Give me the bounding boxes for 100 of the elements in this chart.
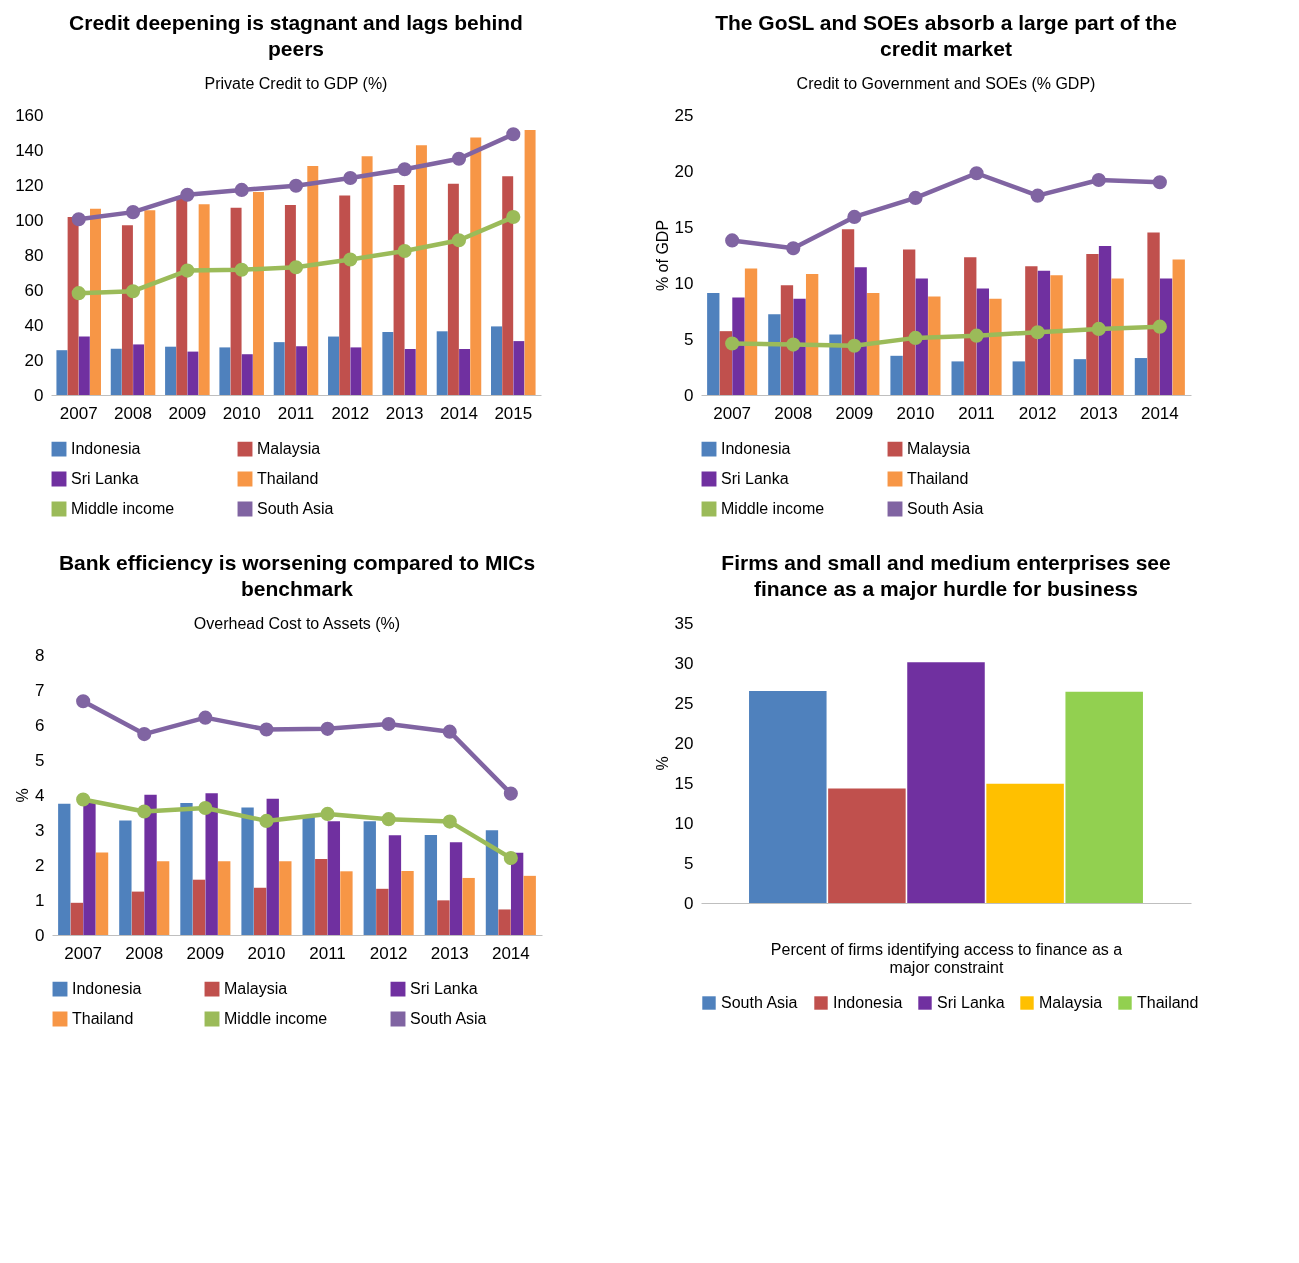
legend-label: Indonesia	[71, 440, 141, 458]
y-axis-title: % of GDP	[653, 219, 671, 292]
bar	[1050, 275, 1063, 395]
point	[506, 127, 521, 142]
bar	[1172, 259, 1185, 395]
bar	[218, 861, 231, 935]
bar	[470, 137, 482, 395]
x-tick-label: 2007	[59, 403, 98, 423]
bar	[95, 852, 109, 935]
legend-label: Middle income	[721, 500, 825, 517]
legend-label: Thailand	[257, 470, 319, 487]
point	[137, 727, 152, 742]
x-tick-label: 2011	[277, 403, 315, 423]
bar	[144, 210, 156, 395]
bar	[70, 902, 84, 935]
bar	[1098, 246, 1112, 395]
chart-subtitle: Overhead Cost to Assets (%)	[193, 615, 401, 632]
y-tick-label: 5	[35, 750, 45, 770]
bar	[744, 268, 758, 395]
y-tick-label: 80	[24, 245, 44, 265]
bar	[376, 888, 389, 935]
legend-label: Malaysia	[907, 440, 971, 458]
bar	[415, 145, 427, 395]
x-tick-label: 2008	[125, 943, 164, 963]
bar	[437, 900, 450, 935]
legend-label: South Asia	[721, 994, 798, 1011]
bar	[253, 887, 267, 935]
bar	[67, 217, 79, 395]
legend-label: Sri Lanka	[71, 470, 139, 487]
point	[847, 209, 862, 224]
y-tick-label: 60	[24, 280, 44, 300]
point	[725, 336, 740, 351]
x-tick-label: 2010	[247, 943, 286, 963]
y-tick-label: 3	[35, 820, 45, 840]
bar	[327, 821, 341, 935]
legend-label: Thailand	[72, 1010, 134, 1027]
bar	[749, 691, 827, 903]
bar	[780, 285, 794, 395]
bar	[854, 267, 867, 395]
y-tick-label: 6	[35, 715, 45, 735]
bar	[1159, 278, 1173, 395]
y-axis-title: %	[653, 756, 671, 771]
bar	[176, 199, 188, 395]
point	[198, 710, 213, 725]
point	[397, 162, 412, 177]
chart-title: Bank efficiency is worsening compared to MICs benchmark	[58, 551, 536, 600]
x-tick-label: 2011	[309, 943, 346, 963]
bar	[424, 834, 438, 935]
bar	[252, 192, 264, 395]
point	[442, 724, 457, 739]
point	[786, 241, 801, 256]
bar	[768, 314, 781, 395]
x-tick-label: 2007	[713, 403, 752, 423]
point	[198, 800, 213, 816]
y-tick-label: 20	[24, 350, 44, 370]
x-tick-label: 2014	[1140, 403, 1179, 423]
point	[1091, 321, 1106, 336]
bar	[793, 298, 806, 395]
legend-label: Malaysia	[224, 980, 288, 998]
y-tick-label: 5	[684, 853, 694, 873]
point	[908, 190, 923, 205]
bar	[524, 129, 536, 395]
bar	[219, 347, 231, 395]
bar	[498, 909, 511, 935]
point	[381, 716, 396, 732]
x-tick-label: 2013	[1079, 403, 1118, 423]
bar	[382, 332, 394, 395]
bar	[340, 871, 353, 935]
y-tick-label: 0	[35, 925, 45, 945]
y-tick-label: 7	[35, 680, 45, 700]
legend-label: Indonesia	[721, 440, 791, 458]
bar	[828, 788, 906, 903]
chart-subtitle: Private Credit to GDP (%)	[204, 75, 388, 92]
bar	[462, 877, 475, 935]
point	[76, 792, 91, 807]
chart-title: The GoSL and SOEs absorb a large part of the credit market	[715, 11, 1177, 60]
bar	[110, 348, 122, 395]
y-tick-label: 20	[674, 161, 694, 181]
bar	[156, 861, 170, 935]
y-tick-label: 10	[674, 273, 694, 293]
bar	[459, 348, 471, 395]
bar	[266, 798, 279, 935]
bar	[230, 207, 242, 395]
y-tick-label: 20	[674, 733, 694, 753]
y-tick-label: 15	[674, 773, 694, 793]
bar	[339, 195, 351, 395]
bar	[401, 870, 414, 935]
point	[1091, 172, 1106, 188]
bar	[165, 346, 177, 395]
bar	[328, 336, 340, 395]
legend-label: Middle income	[224, 1010, 328, 1027]
point	[137, 804, 152, 819]
bar	[915, 278, 928, 395]
y-tick-label: 0	[684, 893, 694, 913]
legend-label: Sri Lanka	[721, 470, 789, 487]
point	[503, 786, 518, 801]
bar	[976, 288, 990, 395]
bar	[404, 348, 416, 395]
legend-label: Thailand	[1137, 994, 1199, 1011]
point	[786, 337, 801, 352]
